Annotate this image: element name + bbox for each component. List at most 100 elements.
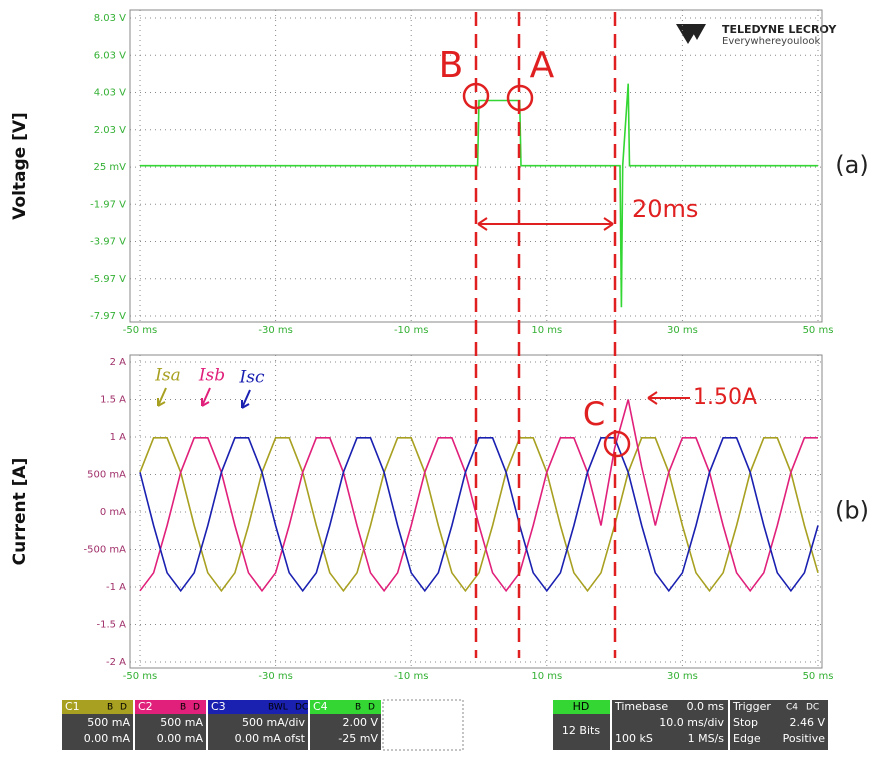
x-tick-label: -30 ms xyxy=(258,325,292,336)
y-tick-label: 0 mA xyxy=(100,507,126,518)
channel-scale: 500 mA xyxy=(87,716,130,729)
channel-header xyxy=(310,700,381,714)
y-tick-label: -2 A xyxy=(106,657,126,668)
channel-name: C2 xyxy=(138,700,153,713)
timebase-div: 10.0 ms/div xyxy=(659,716,724,729)
x-tick-label: -30 ms xyxy=(258,671,292,682)
channel-header xyxy=(62,700,133,714)
y-tick-label: -1.5 A xyxy=(96,620,126,631)
y-axis-title: Current [A] xyxy=(10,458,30,566)
hd-body xyxy=(553,714,610,750)
legend-arrow xyxy=(157,387,167,407)
y-tick-label: 1.5 A xyxy=(100,395,126,406)
channel-body xyxy=(208,714,308,750)
empty-slot xyxy=(382,699,464,751)
legend-arrow xyxy=(201,387,211,407)
y-axis-title: Voltage [V] xyxy=(10,112,30,220)
channel-scale: 500 mA xyxy=(160,716,203,729)
x-tick-label: -10 ms xyxy=(394,671,428,682)
annotation: A xyxy=(530,45,555,86)
channel-flag: B xyxy=(180,703,186,713)
channel-flag: DC xyxy=(295,703,308,713)
timebase-title: Timebase xyxy=(614,700,668,713)
panel-label: (a) xyxy=(835,151,868,179)
y-tick-label: -1.97 V xyxy=(90,199,126,210)
channel-body xyxy=(310,714,381,750)
x-tick-label: 10 ms xyxy=(531,325,562,336)
trigger-slope: Positive xyxy=(783,732,826,745)
marker-circle xyxy=(603,430,631,458)
y-tick-label: -5.97 V xyxy=(90,274,126,285)
y-tick-label: 25 mV xyxy=(94,162,127,173)
channel-header xyxy=(135,700,206,714)
timebase-panel xyxy=(612,700,728,750)
channel-flag: D xyxy=(120,703,127,713)
channel-body xyxy=(135,714,206,750)
series-line xyxy=(140,83,818,308)
x-tick-label: 30 ms xyxy=(667,325,698,336)
channel-offset: -25 mV xyxy=(338,732,378,745)
timebase-rate: 1 MS/s xyxy=(688,732,725,745)
trigger-type: Edge xyxy=(733,732,761,745)
hd-title: HD xyxy=(573,700,590,713)
channel-body xyxy=(62,714,133,750)
channel-scale: 2.00 V xyxy=(342,716,378,729)
x-tick-label: 10 ms xyxy=(531,671,562,682)
y-tick-label: 500 mA xyxy=(87,470,126,481)
legend-entry: Isb xyxy=(198,366,225,386)
channel-header xyxy=(208,700,308,714)
x-tick-label: -50 ms xyxy=(123,671,157,682)
logo-icon xyxy=(676,24,706,44)
y-tick-label: 1 A xyxy=(110,432,127,443)
x-tick-label: -10 ms xyxy=(394,325,428,336)
channel-name: C3 xyxy=(211,700,226,713)
x-tick-label: 50 ms xyxy=(803,671,834,682)
y-tick-label: -7.97 V xyxy=(90,311,126,322)
span-arrow xyxy=(477,217,614,231)
annotation: 20ms xyxy=(632,195,698,223)
channel-offset: 0.00 mA xyxy=(157,732,204,745)
logo: TELEDYNE LECROY Everywhereyoulook xyxy=(676,23,837,47)
logo-slogan: Everywhereyoulook xyxy=(722,36,821,47)
annotation: 1.50A xyxy=(693,385,757,410)
trigger-mode: Stop xyxy=(733,716,758,729)
channel-name: C4 xyxy=(313,700,328,713)
marker-circle xyxy=(506,84,534,112)
y-tick-label: 8.03 V xyxy=(94,13,126,24)
annotation: C xyxy=(583,395,605,433)
y-tick-label: -1 A xyxy=(106,582,126,593)
y-tick-label: -500 mA xyxy=(84,545,127,556)
channel-flag: BWL xyxy=(268,703,288,713)
y-tick-label: 2.03 V xyxy=(94,125,126,136)
x-tick-label: -50 ms xyxy=(123,325,157,336)
series-line xyxy=(139,399,818,593)
trigger-title: Trigger xyxy=(732,700,771,713)
series-line xyxy=(139,437,819,593)
y-tick-label: -3.97 V xyxy=(90,237,126,248)
channel-flag: B xyxy=(107,703,113,713)
channel-offset: 0.00 mA ofst xyxy=(235,732,306,745)
hd-bits: 12 Bits xyxy=(562,724,600,737)
x-tick-label: 30 ms xyxy=(667,671,698,682)
legend-arrow xyxy=(241,389,251,409)
annotation-arrow xyxy=(647,391,690,405)
legend-entry: Isa xyxy=(154,366,181,386)
legend-entry: Isc xyxy=(239,368,265,388)
channel-name: C1 xyxy=(65,700,80,713)
channel-offset: 0.00 mA xyxy=(84,732,131,745)
channel-flag: D xyxy=(368,703,375,713)
logo-brand: TELEDYNE LECROY xyxy=(722,23,837,36)
channel-flag: B xyxy=(355,703,361,713)
x-tick-label: 50 ms xyxy=(803,325,834,336)
timebase-delay: 0.0 ms xyxy=(687,700,725,713)
timebase-samples: 100 kS xyxy=(615,732,653,745)
channel-scale: 500 mA/div xyxy=(242,716,305,729)
channel-flag: D xyxy=(193,703,200,713)
panel-label: (b) xyxy=(835,497,869,525)
annotation: B xyxy=(439,45,464,86)
trigger-panel xyxy=(730,700,828,750)
y-tick-label: 2 A xyxy=(110,357,127,368)
marker-circle xyxy=(462,82,490,110)
y-tick-label: 6.03 V xyxy=(94,50,126,61)
